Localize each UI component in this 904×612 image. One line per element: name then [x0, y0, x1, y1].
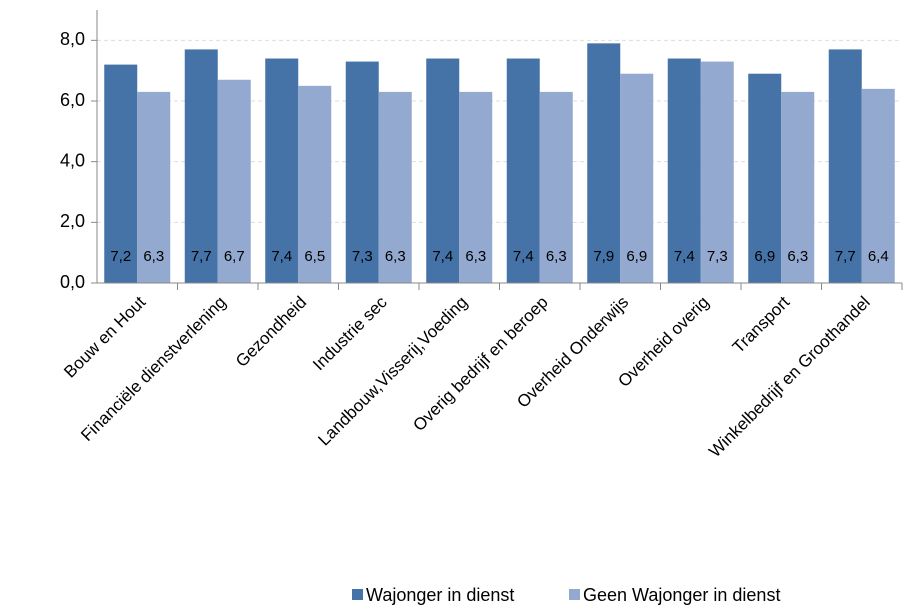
y-tick-label: 8,0 [60, 29, 85, 49]
data-label: 7,3 [707, 248, 728, 265]
data-label: 7,4 [513, 248, 534, 265]
x-tick-label: Gezondheid [232, 293, 310, 371]
data-label: 7,4 [271, 248, 292, 265]
legend-swatch [569, 589, 580, 600]
x-tick-label: Industrie sec [309, 292, 391, 374]
data-label: 7,4 [674, 248, 695, 265]
legend-swatch [352, 589, 363, 600]
bar [104, 64, 138, 283]
data-label: 6,5 [304, 248, 325, 265]
y-tick-label: 2,0 [60, 211, 85, 231]
data-label: 6,3 [465, 248, 486, 265]
y-tick-label: 6,0 [60, 90, 85, 110]
data-label: 6,3 [385, 248, 406, 265]
bar [781, 91, 815, 284]
bar [184, 49, 218, 283]
data-label: 7,7 [191, 248, 212, 265]
data-label: 6,3 [787, 248, 808, 265]
bar [667, 58, 701, 284]
x-tick-label: Overig bedrijf en beroep [409, 293, 551, 435]
bar [137, 91, 171, 284]
x-tick-label: Bouw en Hout [60, 292, 149, 381]
data-label: 7,4 [432, 248, 453, 265]
bar [700, 61, 734, 283]
bar [265, 58, 299, 284]
data-label: 6,7 [224, 248, 245, 265]
data-label: 6,3 [143, 248, 164, 265]
data-label: 7,2 [110, 248, 131, 265]
data-label: 6,9 [754, 248, 775, 265]
x-tick-label: Landbouw,Visserij,Voeding [314, 293, 471, 450]
data-label: 7,3 [352, 248, 373, 265]
bar [426, 58, 460, 284]
bar [828, 49, 862, 283]
y-tick-label: 0,0 [60, 272, 85, 292]
bar [861, 88, 895, 283]
x-tick-label: Financiële dienstverlening [77, 293, 229, 445]
data-label: 6,4 [868, 248, 889, 265]
x-tick-label: Transport [729, 292, 794, 357]
bar [298, 85, 332, 283]
legend-label: Geen Wajonger in dienst [583, 585, 780, 605]
bar [378, 91, 412, 284]
bar [587, 43, 621, 283]
bar [748, 73, 782, 283]
bar [345, 61, 379, 283]
x-tick-label: Winkelbedrijf en Groothandel [705, 293, 873, 461]
data-label: 6,3 [546, 248, 567, 265]
legend-label: Wajonger in dienst [366, 585, 514, 605]
bar [217, 79, 251, 284]
y-tick-label: 4,0 [60, 150, 85, 170]
bar [620, 73, 654, 283]
bar [459, 91, 493, 284]
bar [506, 58, 540, 284]
data-label: 7,9 [593, 248, 614, 265]
data-label: 6,9 [626, 248, 647, 265]
data-label: 7,7 [835, 248, 856, 265]
bar [539, 91, 573, 284]
